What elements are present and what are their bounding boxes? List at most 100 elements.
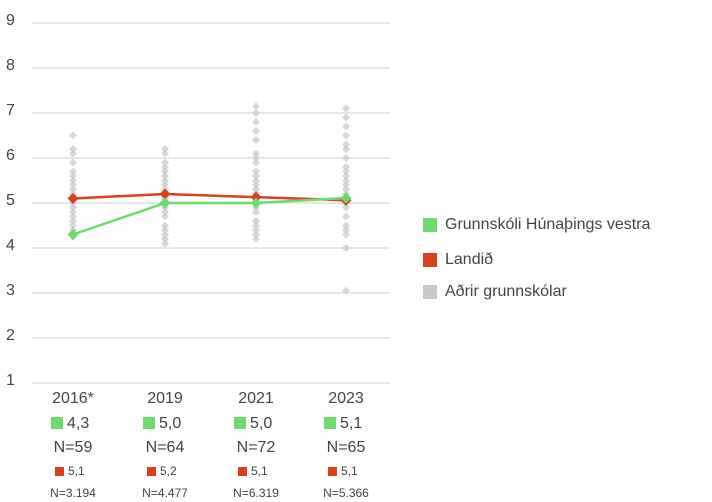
legend-swatch	[147, 467, 156, 476]
school-point	[342, 176, 350, 185]
y-tick-label: 7	[6, 102, 15, 119]
series-point	[250, 191, 262, 203]
school-point	[252, 185, 260, 194]
school-point	[69, 208, 77, 216]
school-point	[161, 167, 169, 176]
n-label: N=64	[146, 439, 185, 456]
school-point	[161, 226, 169, 234]
legend-swatch	[328, 467, 337, 476]
legend-swatch	[423, 285, 437, 299]
series-point	[67, 193, 79, 204]
legend-label: Aðrir grunnskólar	[445, 283, 568, 300]
school-point	[342, 172, 350, 180]
y-tick-label: 6	[6, 147, 15, 164]
school-point	[161, 176, 169, 185]
school-point	[69, 185, 77, 194]
value-label: 5,0	[159, 415, 181, 432]
school-point	[252, 181, 260, 189]
legend-swatch	[143, 417, 155, 429]
value-label: 5,0	[250, 415, 272, 432]
school-point	[252, 118, 260, 126]
y-tick-label: 9	[6, 12, 15, 29]
school-point	[69, 167, 77, 176]
series-point	[159, 188, 171, 200]
x-tick-label: 2021	[238, 390, 274, 407]
school-point	[342, 244, 350, 252]
y-tick-label: 1	[6, 372, 15, 389]
school-point	[342, 230, 350, 239]
n-label: N=59	[54, 439, 93, 456]
n-label: N=5.366	[323, 486, 369, 500]
series-point	[67, 229, 79, 240]
school-point	[252, 158, 260, 167]
school-point	[342, 145, 350, 153]
school-point	[161, 149, 169, 158]
school-point	[342, 286, 350, 295]
school-point	[69, 203, 77, 212]
school-point	[252, 217, 260, 225]
school-point	[342, 140, 350, 149]
school-point	[69, 212, 77, 221]
y-tick-label: 2	[6, 327, 15, 344]
x-tick-label: 2016*	[52, 390, 94, 407]
value-label: 5,2	[160, 464, 177, 478]
series-line	[72, 192, 347, 202]
school-point	[69, 145, 77, 153]
school-point	[252, 102, 260, 111]
value-label: 5,1	[340, 415, 362, 432]
n-label: N=3.194	[50, 486, 96, 500]
y-tick-label: 4	[6, 237, 15, 254]
school-point	[342, 185, 350, 194]
y-tick-label: 5	[6, 192, 15, 209]
school-point	[161, 145, 169, 153]
school-point	[161, 221, 169, 230]
legend-label: Landið	[445, 251, 493, 268]
legend-swatch	[238, 467, 247, 476]
legend-swatch	[324, 417, 336, 429]
legend-swatch	[423, 253, 437, 267]
school-point	[69, 217, 77, 225]
series-point	[340, 192, 352, 204]
school-point	[342, 203, 350, 212]
school-point	[342, 167, 350, 176]
legend-swatch	[423, 218, 437, 232]
school-point	[161, 181, 169, 189]
school-point	[342, 131, 350, 140]
school-point	[252, 226, 260, 234]
school-point	[69, 158, 77, 167]
school-point	[69, 221, 77, 230]
school-point	[161, 239, 169, 248]
school-point	[342, 226, 350, 234]
school-point	[342, 154, 350, 162]
legend-swatch	[234, 417, 246, 429]
school-point	[252, 127, 260, 135]
school-point	[69, 176, 77, 185]
school-point	[161, 158, 169, 167]
school-point	[69, 131, 77, 140]
school-point	[252, 208, 260, 216]
n-label: N=4.477	[142, 486, 188, 500]
school-point	[69, 181, 77, 189]
school-point	[69, 172, 77, 180]
value-label: 5,1	[251, 464, 268, 478]
n-label: N=72	[237, 439, 276, 456]
school-point	[252, 172, 260, 180]
school-point	[252, 154, 260, 162]
legend-label: Grunnskóli Húnaþings vestra	[445, 216, 651, 233]
school-point	[342, 221, 350, 230]
school-point	[252, 136, 260, 144]
school-point	[342, 181, 350, 189]
school-point	[252, 235, 260, 243]
school-point	[342, 212, 350, 221]
school-point	[161, 230, 169, 239]
series-point	[159, 197, 171, 209]
school-point	[161, 172, 169, 180]
school-point	[342, 104, 350, 113]
legend-swatch	[51, 417, 63, 429]
school-point	[252, 109, 260, 117]
school-point	[252, 167, 260, 176]
x-tick-label: 2023	[328, 390, 364, 407]
school-point	[252, 176, 260, 185]
school-point	[252, 230, 260, 239]
series-line	[72, 196, 347, 236]
